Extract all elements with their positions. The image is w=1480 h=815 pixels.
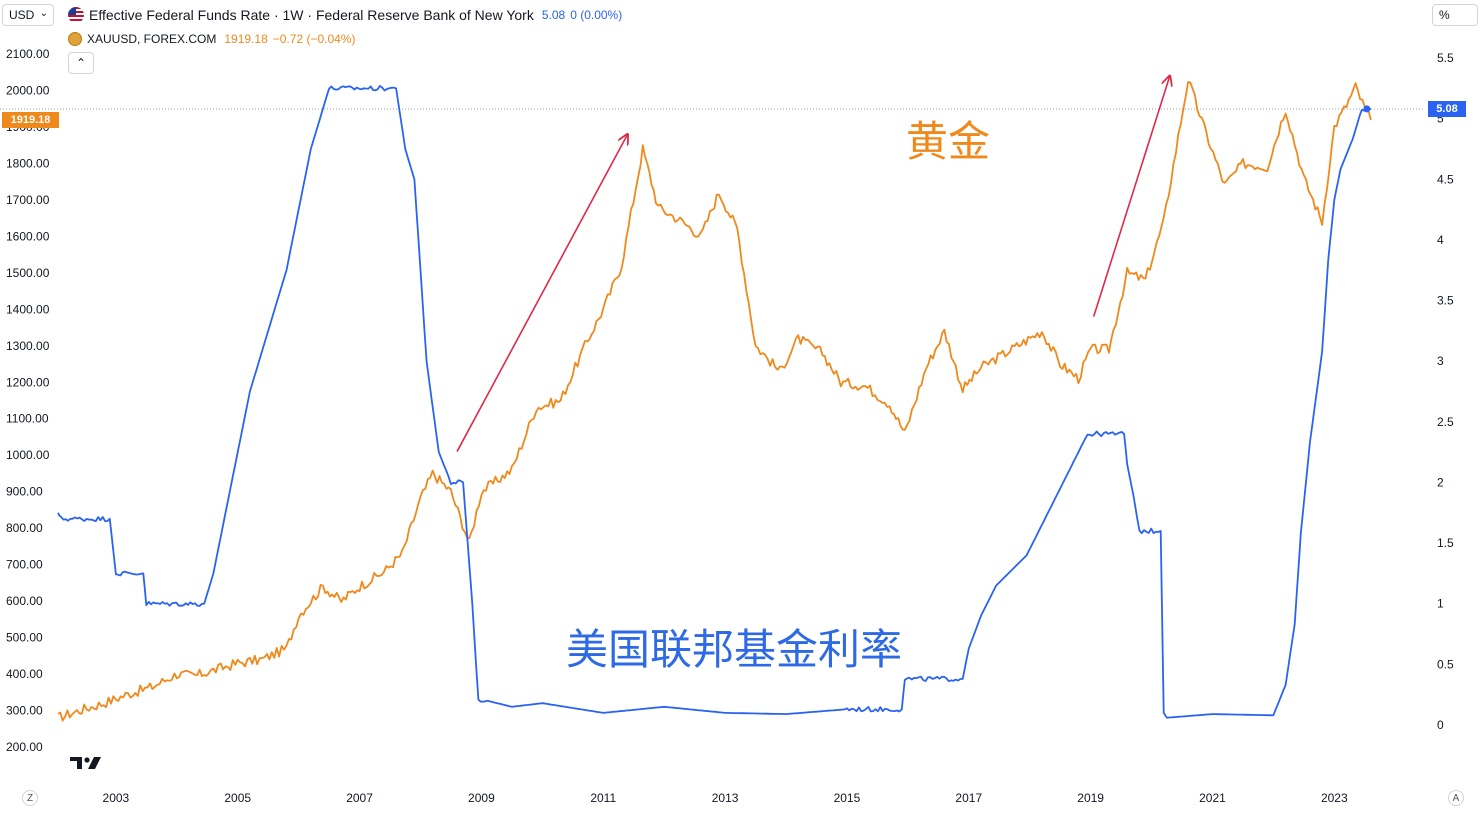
left-axis-tick-18: 2000.00 xyxy=(6,83,50,97)
right-axis-tick-10: 5 xyxy=(1437,112,1444,126)
chevron-up-icon: ⌃ xyxy=(75,56,87,70)
left-axis-tick-4: 600.00 xyxy=(6,594,43,608)
right-axis-tick-9: 4.5 xyxy=(1437,172,1454,186)
left-axis-tick-2: 400.00 xyxy=(6,667,43,681)
time-axis-tick-3: 2009 xyxy=(468,791,495,805)
rate-annotation: 美国联邦基金利率 xyxy=(566,626,903,673)
legend-series-fedfunds[interactable]: Effective Federal Funds Rate · 1W · Fede… xyxy=(68,6,622,24)
legend-value-xauusd: 1919.18 xyxy=(224,32,268,46)
left-axis-tick-12: 1400.00 xyxy=(6,302,50,316)
currency-label: USD xyxy=(9,8,35,22)
legend-title-fedfunds: Effective Federal Funds Rate · 1W · Fede… xyxy=(89,7,534,23)
zoom-toggle-button[interactable]: Z xyxy=(22,790,38,806)
left-axis-tick-5: 700.00 xyxy=(6,558,43,572)
tradingview-logo-icon[interactable] xyxy=(70,755,102,771)
time-axis-tick-9: 2021 xyxy=(1199,791,1226,805)
rate-last-price-tag: 5.08 xyxy=(1428,101,1466,117)
left-axis-tick-9: 1100.00 xyxy=(6,412,49,426)
chevron-down-icon: ⌄ xyxy=(39,8,48,19)
right-axis-tick-11: 5.5 xyxy=(1437,51,1454,65)
gold-price-line[interactable] xyxy=(57,81,1372,722)
time-axis-tick-8: 2019 xyxy=(1077,791,1104,805)
auto-scale-button[interactable]: A xyxy=(1448,790,1464,806)
legend-series-xauusd[interactable]: XAUUSD, FOREX.COM 1919.18 −0.72 (−0.04%) xyxy=(68,30,355,48)
us-flag-icon xyxy=(68,7,84,23)
left-axis-tick-8: 1000.00 xyxy=(6,448,50,462)
time-axis-tick-4: 2011 xyxy=(590,791,616,805)
currency-select[interactable]: USD ⌄ xyxy=(2,4,54,26)
right-axis-tick-2: 1 xyxy=(1437,597,1444,611)
left-axis-tick-14: 1600.00 xyxy=(6,229,50,243)
right-axis-tick-6: 3 xyxy=(1437,354,1444,368)
legend-title-xauusd: XAUUSD, FOREX.COM xyxy=(87,32,217,46)
time-axis-tick-7: 2017 xyxy=(955,791,982,805)
trend-arrow-1[interactable] xyxy=(1092,76,1170,317)
time-axis-tick-6: 2015 xyxy=(834,791,861,805)
left-axis-tick-1: 300.00 xyxy=(6,704,43,718)
left-axis-tick-13: 1500.00 xyxy=(6,266,50,280)
time-axis-tick-2: 2007 xyxy=(346,791,373,805)
left-axis-tick-0: 200.00 xyxy=(6,740,43,754)
time-axis-tick-0: 2003 xyxy=(103,791,130,805)
left-axis-tick-7: 900.00 xyxy=(6,485,43,499)
right-axis-tick-3: 1.5 xyxy=(1437,536,1454,550)
gold-annotation: 黄金 xyxy=(906,118,991,165)
left-axis: 200.00 300.00 400.00 500.00 600.00 700.00 800.… xyxy=(6,47,50,754)
right-axis: 0 0.5 1 1.5 2 2.5 3 3.5 4 4.5 5 5.5 xyxy=(1437,51,1454,732)
left-axis-tick-11: 1300.00 xyxy=(6,339,50,353)
fed-funds-rate-line[interactable] xyxy=(57,85,1372,719)
legend-value-fedfunds: 5.08 xyxy=(541,8,566,22)
right-axis-tick-5: 2.5 xyxy=(1437,415,1454,429)
fed-funds-last-point xyxy=(1363,105,1371,113)
gold-last-price-tag: 1919.18 xyxy=(2,112,59,128)
scale-unit-button[interactable]: % xyxy=(1432,4,1478,26)
gold-icon xyxy=(68,32,82,46)
time-axis[interactable]: 2003 2005 2007 2009 2011 2013 2015 2017 2019 2021… xyxy=(103,791,1348,805)
collapse-legend-button[interactable]: ⌃ xyxy=(68,52,94,74)
legend-change-xauusd: −0.72 (−0.04%) xyxy=(272,32,356,46)
left-axis-tick-19: 2100.00 xyxy=(6,47,50,61)
time-axis-tick-10: 2023 xyxy=(1321,791,1348,805)
time-axis-tick-1: 2005 xyxy=(224,791,251,805)
left-axis-tick-3: 500.00 xyxy=(6,631,43,645)
right-axis-tick-4: 2 xyxy=(1437,475,1444,489)
left-axis-tick-6: 800.00 xyxy=(6,521,43,535)
right-axis-tick-8: 4 xyxy=(1437,233,1444,247)
legend-change-fedfunds: 0 (0.00%) xyxy=(570,8,623,22)
right-axis-tick-1: 0.5 xyxy=(1437,657,1454,671)
left-axis-tick-10: 1200.00 xyxy=(6,375,50,389)
time-axis-tick-5: 2013 xyxy=(712,791,739,805)
left-axis-tick-16: 1800.00 xyxy=(6,156,50,170)
trend-arrow-0[interactable] xyxy=(456,134,628,452)
left-axis-tick-15: 1700.00 xyxy=(6,193,50,207)
right-axis-tick-7: 3.5 xyxy=(1437,294,1454,308)
right-axis-tick-0: 0 xyxy=(1437,718,1444,732)
scale-unit-label: % xyxy=(1439,8,1450,22)
